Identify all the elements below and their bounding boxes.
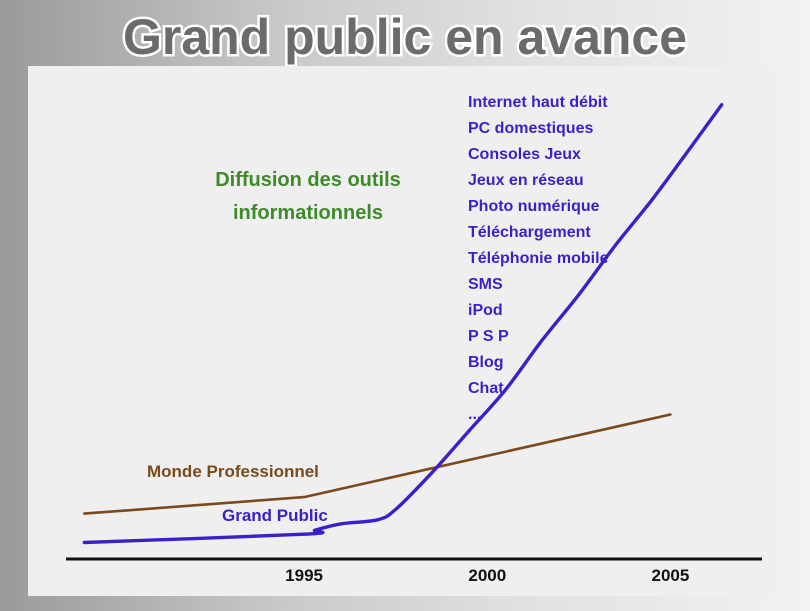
- annotation-item: SMS: [468, 276, 503, 293]
- annotation-item: Internet haut débit: [468, 94, 608, 111]
- x-tick-label: 2000: [468, 566, 506, 585]
- annotation-item: ...: [468, 406, 481, 423]
- title-text: Grand public en avance: [123, 9, 687, 65]
- x-tick-labels: 1995 2000 2005: [285, 566, 689, 585]
- annotation-list: Internet haut débit PC domestiques Console…: [468, 94, 609, 423]
- annotation-item: Photo numérique: [468, 198, 600, 215]
- annotation-item: P S P: [468, 328, 509, 345]
- slide-title: Grand public en avance: [120, 7, 689, 67]
- x-tick-label: 1995: [285, 566, 323, 585]
- series-line-monde-professionnel: [83, 413, 672, 515]
- chart-heading-line-2: informationnels: [233, 202, 383, 224]
- annotation-item: iPod: [468, 302, 503, 319]
- annotation-item: Chat: [468, 380, 504, 397]
- annotation-item: PC domestiques: [468, 120, 593, 137]
- series-label-monde-professionnel: Monde Professionnel: [147, 462, 319, 481]
- annotation-item: Blog: [468, 354, 504, 371]
- x-tick-label: 2005: [651, 566, 689, 585]
- annotation-item: Jeux en réseau: [468, 172, 584, 189]
- series-line-grand-public: [82, 103, 724, 545]
- annotation-item: Consoles Jeux: [468, 146, 581, 163]
- annotation-item: Téléchargement: [468, 224, 591, 241]
- series-label-grand-public: Grand Public: [222, 506, 328, 525]
- annotation-item: Téléphonie mobile: [468, 250, 609, 267]
- chart-heading-line-1: Diffusion des outils: [215, 169, 401, 191]
